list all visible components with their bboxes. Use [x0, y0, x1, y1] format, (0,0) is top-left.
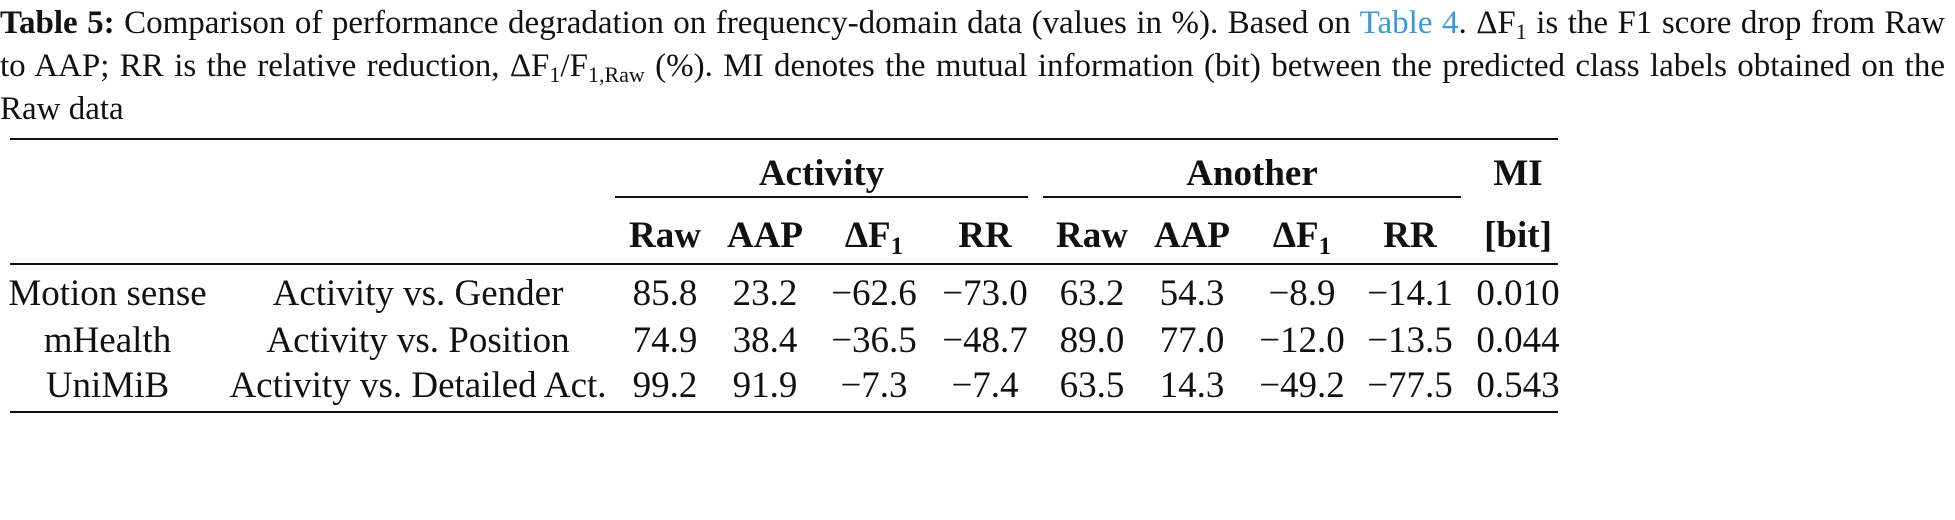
activity-delta-cell: −62.6 [831, 273, 917, 314]
top-rule [10, 138, 1558, 140]
mi-group-header: MI [1493, 153, 1543, 194]
table-4-link[interactable]: Table 4 [1359, 5, 1459, 41]
another-delta-cell: −12.0 [1259, 320, 1345, 361]
delta-f-subscript: 1 [1318, 233, 1332, 260]
another-rr-header: RR [1383, 215, 1437, 256]
mi-unit-header: [bit] [1484, 215, 1552, 256]
activity-rr-cell: −73.0 [942, 273, 1028, 314]
caption-text: /F [560, 48, 588, 84]
caption-text: (%). MI denotes the mutual information (… [0, 48, 1945, 127]
mi-cell: 0.543 [1476, 365, 1560, 406]
task-cell: Activity vs. Position [266, 320, 570, 361]
caption-text: Comparison of performance degradation on… [114, 5, 1360, 41]
activity-rr-cell: −7.4 [951, 365, 1019, 406]
bottom-rule [10, 411, 1558, 413]
dataset-cell: UniMiB [45, 365, 170, 406]
activity-group-header: Activity [758, 153, 885, 194]
another-aap-cell: 14.3 [1159, 365, 1225, 406]
activity-delta-cell: −7.3 [840, 365, 908, 406]
caption-text: is the F1 score drop from Raw to AAP; RR… [0, 5, 1946, 84]
activity-rr-header: RR [958, 215, 1012, 256]
another-raw-cell: 63.2 [1059, 273, 1125, 314]
activity-aap-cell: 38.4 [732, 320, 798, 361]
header-rule [10, 263, 1558, 265]
activity-group-rule [615, 196, 1028, 198]
delta-f-symbol: ΔF [844, 215, 891, 256]
caption-text: . ΔF [1458, 5, 1516, 41]
table-caption: Table 5: Comparison of performance degra… [0, 2, 1945, 131]
delta-f-symbol: ΔF [1272, 215, 1319, 256]
another-group-rule [1043, 196, 1461, 198]
caption-subscript: 1 [549, 62, 561, 87]
task-cell: Activity vs. Gender [272, 273, 564, 314]
another-raw-cell: 63.5 [1059, 365, 1125, 406]
activity-raw-cell: 99.2 [632, 365, 698, 406]
activity-aap-header: AAP [726, 215, 804, 256]
activity-aap-cell: 23.2 [732, 273, 798, 314]
another-delta-f1-header: ΔF1 [1250, 214, 1354, 260]
activity-delta-cell: −36.5 [831, 320, 917, 361]
another-rr-cell: −77.5 [1367, 365, 1453, 406]
activity-raw-cell: 85.8 [632, 273, 698, 314]
task-cell: Activity vs. Detailed Act. [229, 365, 607, 406]
delta-f-subscript: 1 [890, 233, 904, 260]
caption-subscript: 1,Raw [587, 62, 645, 87]
caption-label: Table 5: [0, 5, 115, 41]
another-delta-cell: −8.9 [1268, 273, 1336, 314]
another-group-header: Another [1186, 153, 1318, 194]
another-rr-cell: −13.5 [1367, 320, 1453, 361]
another-rr-cell: −14.1 [1367, 273, 1453, 314]
mi-cell: 0.044 [1476, 320, 1560, 361]
activity-aap-cell: 91.9 [732, 365, 798, 406]
another-raw-header: Raw [1056, 215, 1128, 256]
activity-delta-f1-header: ΔF1 [822, 214, 926, 260]
another-aap-header: AAP [1153, 215, 1231, 256]
activity-raw-header: Raw [629, 215, 701, 256]
another-aap-cell: 77.0 [1159, 320, 1225, 361]
another-delta-cell: −49.2 [1259, 365, 1345, 406]
activity-rr-cell: −48.7 [942, 320, 1028, 361]
activity-raw-cell: 74.9 [632, 320, 698, 361]
caption-subscript: 1 [1515, 19, 1527, 44]
another-raw-cell: 89.0 [1059, 320, 1125, 361]
another-aap-cell: 54.3 [1159, 273, 1225, 314]
mi-cell: 0.010 [1476, 273, 1560, 314]
dataset-cell: Motion sense [8, 273, 207, 314]
dataset-cell: mHealth [43, 320, 172, 361]
